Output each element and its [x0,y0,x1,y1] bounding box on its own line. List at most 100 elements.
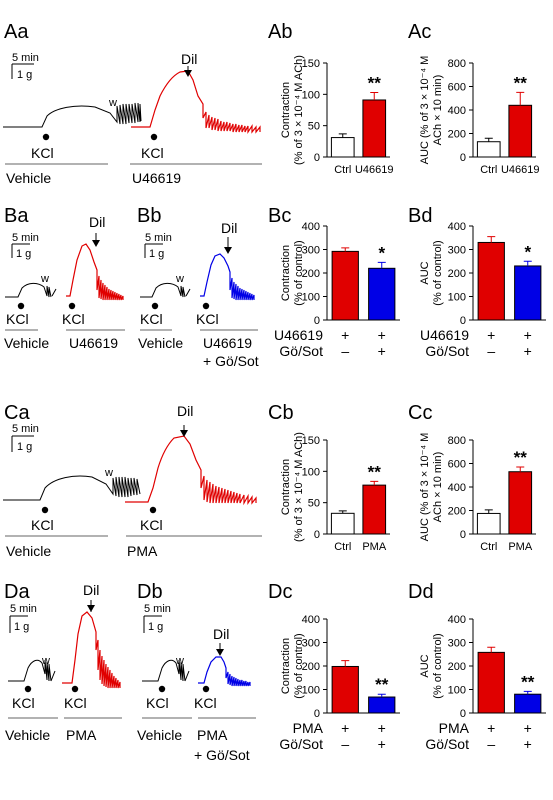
panel-label-Ac: Ac [408,21,431,43]
kcl-dot-Db-1 [158,685,166,693]
scale-bar-Aa: 5 min 1 g [11,52,39,81]
ytick-label-Ab: 100 [302,89,320,101]
ytick-label-Cc: 400 [448,482,466,494]
panel-label-Cc: Cc [408,402,432,424]
error-bar-Dd-1 [523,690,532,695]
chart-Cb: 0 50 100 150 Contraction (% of 3 × 10⁻⁴ M ACh… [280,432,390,553]
trace-Aa-u46619 [131,70,261,134]
panel-label-Ba: Ba [4,205,29,227]
trace-Db-pma [198,656,251,687]
kcl-dot-Ca-2 [149,506,157,514]
significance-Dc-1: ** [375,675,389,694]
bar-Ac-1 [508,104,533,158]
panel-label-Da: Da [4,581,30,603]
scale-time-label: 5 min [145,232,172,244]
bar-Bd-1 [514,265,542,321]
ytick-label-Cb: 50 [308,498,320,510]
washout-label-Ba: w [40,273,49,285]
condition-label-vehicle-Ba: Vehicle [4,335,49,351]
trace-Ba-vehicle [5,282,57,298]
ylabel-Bc: (% of control) [293,240,305,305]
condition-label-vehicle-Da: Vehicle [5,727,50,743]
category-label-Cb-0: Ctrl [334,541,351,553]
kcl-dot-Aa-2 [150,133,158,141]
error-bar-Ab-0 [338,133,347,138]
significance-Bd-1: * [524,242,531,261]
ylabel-Cc: ACh × 10 min) [432,452,444,523]
washout-label-Da: w [41,655,50,667]
condition-row-label-Dd: PMA [439,720,470,736]
condition-row-label-Dc: PMA [293,720,324,736]
panel-label-Bc: Bc [268,205,291,227]
ytick-label-Bd: 100 [448,292,466,304]
kcl-label-Ca-2: KCl [140,517,163,533]
bar-Ab-0 [330,137,355,158]
chart-Ab: 0 50 100 150 Contraction (% of 3 × 10⁻⁴ M ACh… [280,55,394,176]
ylabel-Dd: (% of control) [432,633,444,698]
condition-mark-Dd-1: + [524,736,532,752]
ytick-label-Bc: 400 [302,221,320,233]
scale-force-label: 1 g [149,248,164,260]
error-bar-Bc-0 [341,247,350,252]
condition-mark-Dc-0: – [341,736,349,752]
ytick-label-Bc: 100 [302,292,320,304]
condition-label-pma-Db: PMA [197,727,228,743]
panel-label-Dd: Dd [408,581,434,603]
kcl-dot-Bb-2 [202,302,210,310]
error-bar-Ac-0 [484,137,493,142]
ylabel-Dc: (% of control) [293,633,305,698]
chart-Cc: 0 200 400 600 800 AUC (% of 3 × 10⁻⁴ M ACh × 1… [419,433,536,553]
condition-label-pma-Da: PMA [66,727,97,743]
ytick-label-Ab: 0 [314,152,320,164]
scale-time-label: 5 min [12,232,39,244]
trace-Ca-pma [125,435,257,506]
panel-label-Bd: Bd [408,205,432,227]
kcl-label-Aa-1: KCl [31,145,54,161]
condition-label-pma-Ca: PMA [127,543,158,559]
ytick-label-Ac: 600 [448,82,466,94]
washout-label-Aa: w [108,97,117,109]
ytick-label-Bc: 200 [302,268,320,280]
condition-mark-Bd-0: – [487,343,495,359]
condition-mark-Dd-0: – [487,736,495,752]
trace-Bb-u46619 [200,253,255,301]
category-label-Ac-1: U46619 [501,164,540,176]
bar-Cc-1 [508,471,533,535]
kcl-label-Db-1: KCl [146,695,169,711]
ytick-label-Bd: 200 [448,268,466,280]
ylabel-Ac: AUC (% of 3 × 10⁻⁴ M [419,56,431,165]
kcl-dot-Aa-1 [42,133,50,141]
scale-bar-Da: 5 min 1 g [9,603,37,633]
ytick-label-Bc: 300 [302,245,320,257]
significance-Ac-1: ** [514,73,528,92]
ytick-label-Dd: 300 [448,638,466,650]
ylabel-Cb: (% of 3 × 10⁻⁴ M ACh) [293,432,305,542]
trace-Da-vehicle [8,659,56,682]
bar-Ac-0 [476,141,501,158]
ytick-label-Ac: 400 [448,105,466,117]
condition-mark-Dd-0: + [487,720,495,736]
ytick-label-Ac: 200 [448,129,466,141]
ylabel-Cc: AUC (% of 3 × 10⁻⁴ M [419,433,431,542]
scale-force-label: 1 g [17,69,32,81]
bar-Dc-0 [331,665,359,714]
chart-Dc: 0 100 200 300 400 Contraction (% of control) **… [279,614,400,752]
panel-label-Dc: Dc [268,581,292,603]
trace-Bb-vehicle [140,282,191,298]
kcl-label-Ba-1: KCl [6,311,29,327]
trace-Aa-vehicle [3,102,142,128]
panel-label-Aa: Aa [4,21,29,43]
panel-label-Ab: Ab [268,21,292,43]
condition-mark-Dc-1: + [378,736,386,752]
ytick-label-Cb: 0 [314,529,320,541]
condition-label-vehicle-Db: Vehicle [137,727,182,743]
error-bar-Cc-1 [516,466,525,472]
condition-row-label-Dd: Gö/Sot [425,736,469,752]
condition-mark-Bc-0: – [341,343,349,359]
condition-label-vehicle-Ca: Vehicle [6,543,51,559]
kcl-label-Bb-1: KCl [140,311,163,327]
ytick-label-Dd: 200 [448,661,466,673]
ytick-label-Dc: 300 [302,638,320,650]
bar-Cb-1 [362,484,387,535]
